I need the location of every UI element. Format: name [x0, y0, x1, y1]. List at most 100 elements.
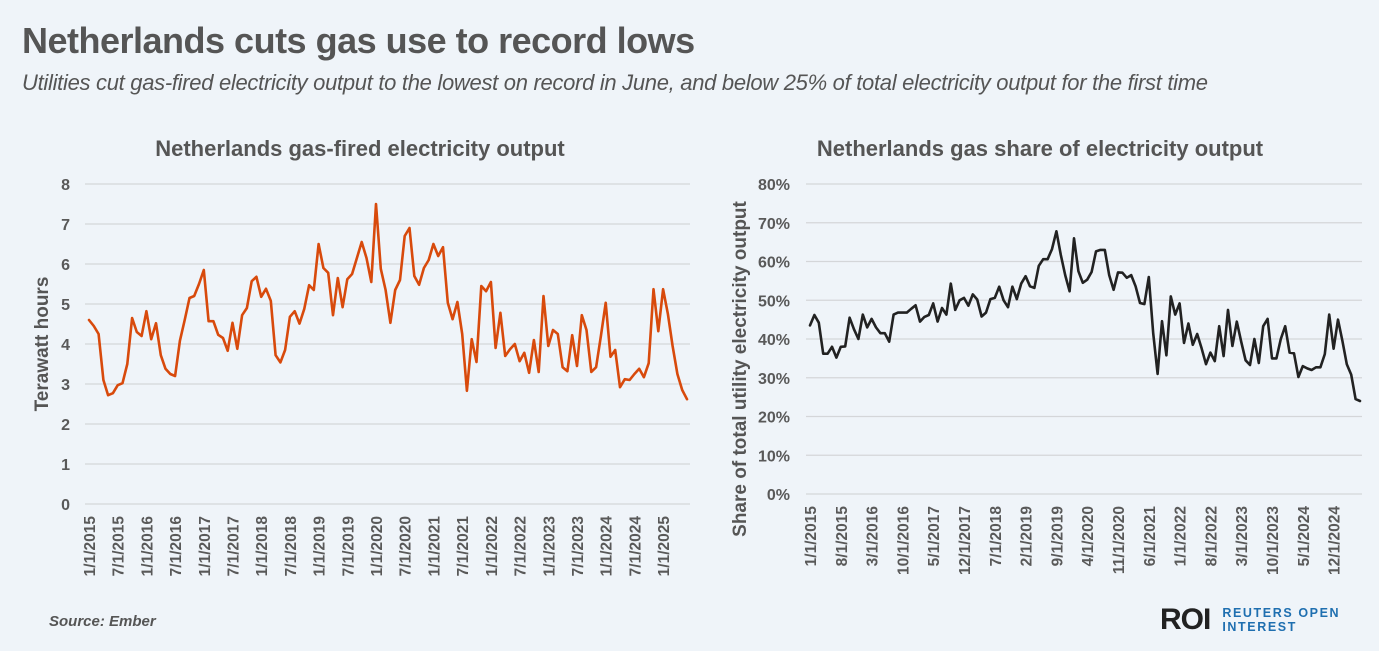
right-chart-y-tick-label: 20%: [758, 410, 790, 427]
left-chart-data-point: [97, 333, 99, 335]
left-chart-y-tick-label: 4: [61, 337, 70, 354]
right-chart-data-point: [1310, 369, 1312, 371]
left-chart-data-point: [490, 281, 492, 283]
right-chart-data-point: [844, 345, 846, 347]
right-chart-data-point: [809, 324, 811, 326]
right-chart-data-point: [1064, 274, 1066, 276]
left-chart-x-tick-label: 7/1/2015: [111, 516, 128, 577]
right-chart-data-point: [1055, 230, 1057, 232]
right-chart-data-point: [1231, 345, 1233, 347]
right-chart-data-point: [853, 328, 855, 330]
logo-mark: ROI: [1160, 603, 1211, 636]
roi-logo: ROI REUTERS OPEN INTEREST: [1160, 603, 1340, 637]
right-chart-data-point: [848, 317, 850, 319]
left-chart-data-point: [461, 333, 463, 335]
right-chart-data-point: [1183, 342, 1185, 344]
right-chart-data-point: [989, 298, 991, 300]
left-chart-data-point: [389, 322, 391, 324]
left-chart-data-point: [590, 371, 592, 373]
left-chart-data-point: [662, 288, 664, 290]
right-chart-data-point: [840, 346, 842, 348]
left-chart-data-point: [351, 273, 353, 275]
right-chart-data-point: [1284, 325, 1286, 327]
left-chart-data-point: [518, 360, 520, 362]
right-chart-y-tick-label: 50%: [758, 293, 790, 310]
right-chart-data-point: [1024, 275, 1026, 277]
left-chart-data-point: [265, 288, 267, 290]
right-chart-data-point: [897, 311, 899, 313]
left-chart-data-point: [251, 280, 253, 282]
left-chart-data-point: [308, 284, 310, 286]
left-chart-y-tick-label: 0: [61, 497, 70, 514]
right-chart-x-tick-label: 3/1/2016: [865, 506, 882, 567]
right-chart-x-tick-label: 12/1/2024: [1327, 506, 1344, 575]
right-chart-title: Netherlands gas share of electricity out…: [816, 136, 1264, 161]
left-chart-data-point: [289, 316, 291, 318]
left-chart-data-point: [432, 243, 434, 245]
right-chart-data-point: [1117, 271, 1119, 273]
right-chart-data-point: [1130, 274, 1132, 276]
right-chart-x-tick-label: 10/1/2023: [1265, 506, 1282, 575]
left-chart-data-point: [523, 352, 525, 354]
right-chart-data-point: [950, 282, 952, 284]
right-chart-data-point: [1143, 303, 1145, 305]
right-chart-data-point: [1011, 286, 1013, 288]
left-chart-data-point: [164, 368, 166, 370]
right-chart-x-tick-label: 9/1/2019: [1049, 506, 1066, 567]
left-chart-data-point: [212, 320, 214, 322]
left-chart-data-point: [624, 378, 626, 380]
left-chart-data-point: [131, 317, 133, 319]
page-subtitle: Utilities cut gas-fired electricity outp…: [22, 70, 1208, 95]
right-chart-y-axis-label: Share of total utility electricity outpu…: [730, 200, 751, 536]
left-chart-data-point: [193, 295, 195, 297]
left-chart-data-point: [542, 295, 544, 297]
right-chart-x-tick-label: 8/1/2022: [1203, 506, 1220, 566]
right-chart-data-point: [1275, 357, 1277, 359]
right-chart-data-point: [1187, 322, 1189, 324]
right-chart-data-point: [1222, 355, 1224, 357]
right-chart-data-point: [1240, 341, 1242, 343]
right-chart-y-tick-label: 70%: [758, 216, 790, 233]
right-chart-data-point: [1253, 338, 1255, 340]
left-chart-data-point: [93, 325, 95, 327]
right-chart-data-point: [1077, 270, 1079, 272]
left-chart-data-point: [140, 335, 142, 337]
right-chart-data-point: [822, 353, 824, 355]
left-chart-data-point: [294, 310, 296, 312]
right-chart-data-point: [972, 293, 974, 295]
right-chart-data-point: [1060, 254, 1062, 256]
right-chart-x-tick-label: 12/1/2017: [957, 506, 974, 575]
right-chart-data-point: [941, 307, 943, 309]
left-chart-data-point: [169, 373, 171, 375]
right-chart-data-point: [1293, 352, 1295, 354]
right-chart-data-point: [888, 341, 890, 343]
left-chart-data-point: [298, 322, 300, 324]
left-chart-data-point: [380, 268, 382, 270]
right-chart-data-point: [998, 286, 1000, 288]
right-chart-data-point: [1046, 258, 1048, 260]
left-chart-data-point: [356, 257, 358, 259]
right-chart-data-point: [980, 315, 982, 317]
right-chart-data-point: [1324, 353, 1326, 355]
left-chart-data-point: [184, 319, 186, 321]
left-chart-data-point: [600, 335, 602, 337]
right-chart-data-point: [936, 320, 938, 322]
right-chart-data-point: [813, 314, 815, 316]
right-chart-data-point: [967, 305, 969, 307]
logo-line-2: INTEREST: [1222, 620, 1297, 634]
left-chart-data-point: [332, 314, 334, 316]
left-chart-y-tick-label: 1: [61, 457, 70, 474]
right-chart-data-point: [1165, 354, 1167, 356]
right-chart-data-point: [1332, 348, 1334, 350]
left-chart-data-point: [107, 394, 109, 396]
left-chart-data-point: [428, 259, 430, 261]
left-chart-y-tick-label: 2: [61, 417, 70, 434]
left-chart-x-tick-label: 7/1/2024: [627, 516, 644, 577]
left-chart-x-tick-label: 7/1/2023: [570, 516, 587, 577]
left-chart-data-point: [609, 356, 611, 358]
left-chart-data-point: [504, 355, 506, 357]
left-chart-data-point: [652, 288, 654, 290]
right-chart-data-point: [1174, 313, 1176, 315]
left-chart-data-point: [585, 329, 587, 331]
left-chart-x-tick-label: 1/1/2020: [369, 516, 386, 576]
